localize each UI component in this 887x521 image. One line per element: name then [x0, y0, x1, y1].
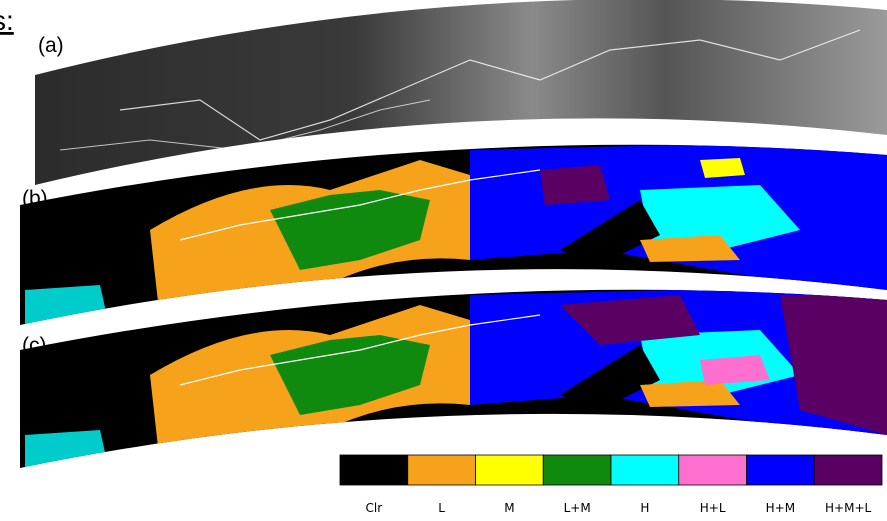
- legend-swatch: [543, 455, 611, 485]
- legend-label: H: [640, 501, 649, 515]
- legend-label: H+M: [766, 501, 795, 515]
- legend-swatch: [408, 455, 476, 485]
- region: [25, 285, 110, 335]
- legend-label: H+L: [700, 501, 726, 515]
- legend-label: L: [438, 501, 445, 515]
- legend-swatch: [611, 455, 679, 485]
- legend-label: M: [504, 501, 514, 515]
- page: {"title_fragment": "s:", "panels": [{"la…: [0, 0, 887, 521]
- legend-swatch: [747, 455, 815, 485]
- region: [700, 158, 745, 178]
- panel-label: (b): [22, 187, 48, 210]
- panel-label: (a): [38, 34, 64, 57]
- legend: Clr L M L+M H H+L H+M H+M+L: [340, 455, 882, 515]
- panel-label: (c): [22, 334, 47, 357]
- legend-swatch: [814, 455, 882, 485]
- legend-label: Clr: [366, 501, 383, 515]
- region: [700, 355, 770, 385]
- title-fragment: s:: [0, 5, 14, 36]
- legend-label: L+M: [564, 501, 591, 515]
- legend-swatch: [476, 455, 544, 485]
- figure: s: Clr L M L+M H H+L H+M H+M+L (a) (b) (c): [0, 0, 887, 521]
- legend-label: H+M+L: [825, 501, 871, 515]
- region: [25, 430, 110, 480]
- region: [540, 165, 610, 205]
- legend-swatch: [679, 455, 747, 485]
- legend-swatch: [340, 455, 408, 485]
